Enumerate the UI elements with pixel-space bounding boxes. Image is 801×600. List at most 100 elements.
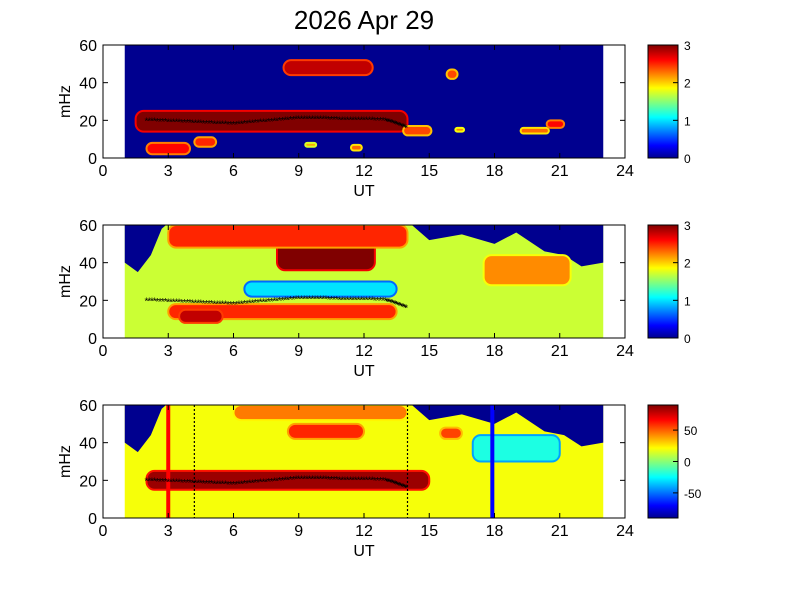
peak-point: *: [308, 474, 312, 485]
peak-point: *: [259, 118, 263, 129]
peak-point: *: [300, 114, 304, 125]
heatmap-feature: [178, 308, 224, 324]
peak-point: *: [256, 478, 260, 489]
colorbar-tick-label: 2: [684, 77, 691, 91]
peak-point: *: [150, 297, 154, 308]
peak-point: *: [169, 117, 173, 128]
peak-point: *: [343, 475, 347, 486]
x-tick-label: 18: [486, 163, 504, 180]
peak-point: *: [264, 117, 268, 128]
peak-point: *: [164, 477, 168, 488]
peak-point: *: [193, 478, 197, 489]
peak-point: *: [384, 476, 388, 487]
peak-point: *: [242, 119, 246, 130]
peak-point: *: [229, 300, 233, 311]
peak-point: *: [362, 475, 366, 486]
x-tick-label: 12: [355, 343, 373, 360]
peak-point: *: [150, 117, 154, 128]
peak-point: *: [308, 114, 312, 125]
peak-point: *: [385, 297, 389, 308]
peak-point: *: [381, 476, 385, 487]
peak-point: *: [283, 116, 287, 127]
peak-point: *: [316, 294, 320, 305]
peak-point: *: [145, 116, 149, 127]
peak-point: *: [404, 483, 408, 494]
heatmap-feature: [304, 141, 318, 148]
peak-point: *: [365, 116, 369, 127]
peak-point: *: [259, 298, 263, 309]
figure-title: 2026 Apr 29: [294, 5, 434, 35]
peak-point: *: [196, 299, 200, 310]
peak-point: *: [164, 117, 168, 128]
peak-point: *: [346, 115, 350, 126]
peak-point: *: [229, 120, 233, 131]
colorbar-tick-label: 0: [684, 456, 691, 470]
peak-point: *: [351, 115, 355, 126]
peak-point: *: [202, 299, 206, 310]
peak-point: *: [248, 299, 252, 310]
peak-point: *: [395, 300, 399, 311]
peak-point: *: [399, 302, 403, 313]
peak-point: *: [297, 474, 301, 485]
peak-point: *: [367, 476, 371, 487]
peak-point: *: [401, 302, 405, 313]
peak-point: *: [291, 295, 295, 306]
peak-point: *: [367, 296, 371, 307]
peak-point: *: [237, 480, 241, 491]
y-tick-label: 40: [79, 436, 97, 453]
peak-point: *: [373, 296, 377, 307]
peak-point: *: [392, 479, 396, 490]
peak-point: *: [354, 115, 358, 126]
peak-point: *: [384, 296, 388, 307]
peak-point: *: [376, 116, 380, 127]
peak-point: *: [261, 298, 265, 309]
peak-point: *: [359, 475, 363, 486]
x-tick-label: 9: [294, 163, 303, 180]
peak-point: *: [232, 300, 236, 311]
peak-point: *: [327, 475, 331, 486]
peak-point: *: [388, 298, 392, 309]
x-tick-label: 18: [486, 523, 504, 540]
peak-point: *: [294, 475, 298, 486]
peak-point: *: [338, 295, 342, 306]
peak-point: *: [401, 122, 405, 133]
peak-point: *: [199, 119, 203, 130]
y-tick-label: 20: [79, 293, 97, 310]
heatmap-feature: [402, 124, 433, 137]
peak-point: *: [391, 119, 395, 130]
peak-point: *: [183, 478, 187, 489]
heatmap-feature: [445, 68, 459, 80]
peak-point: *: [210, 119, 214, 130]
peak-point: *: [300, 294, 304, 305]
peak-point: *: [161, 477, 165, 488]
peak-point: *: [302, 114, 306, 125]
heatmap-feature: [471, 434, 561, 463]
peak-point: *: [388, 118, 392, 129]
colorbar-tick-label: -50: [684, 487, 702, 501]
peak-point: *: [248, 479, 252, 490]
peak-point: *: [191, 478, 195, 489]
peak-point: *: [267, 477, 271, 488]
peak-point: *: [321, 475, 325, 486]
x-tick-label: 21: [551, 343, 569, 360]
peak-point: *: [305, 114, 309, 125]
peak-point: *: [376, 296, 380, 307]
peak-point: *: [174, 118, 178, 129]
x-tick-label: 15: [420, 343, 438, 360]
peak-point: *: [234, 300, 238, 311]
peak-point: *: [381, 116, 385, 127]
peak-point: *: [300, 474, 304, 485]
heatmap-feature: [349, 143, 363, 152]
peak-point: *: [348, 475, 352, 486]
peak-point: *: [261, 118, 265, 129]
peak-point: *: [210, 479, 214, 490]
colorbar-tick-label: 3: [684, 39, 691, 53]
peak-point: *: [221, 480, 225, 491]
heatmap-feature: [134, 109, 409, 133]
peak-point: *: [221, 120, 225, 131]
peak-point: *: [267, 117, 271, 128]
peak-point: *: [343, 295, 347, 306]
heatmap-feature: [545, 119, 566, 129]
peak-point: *: [169, 297, 173, 308]
